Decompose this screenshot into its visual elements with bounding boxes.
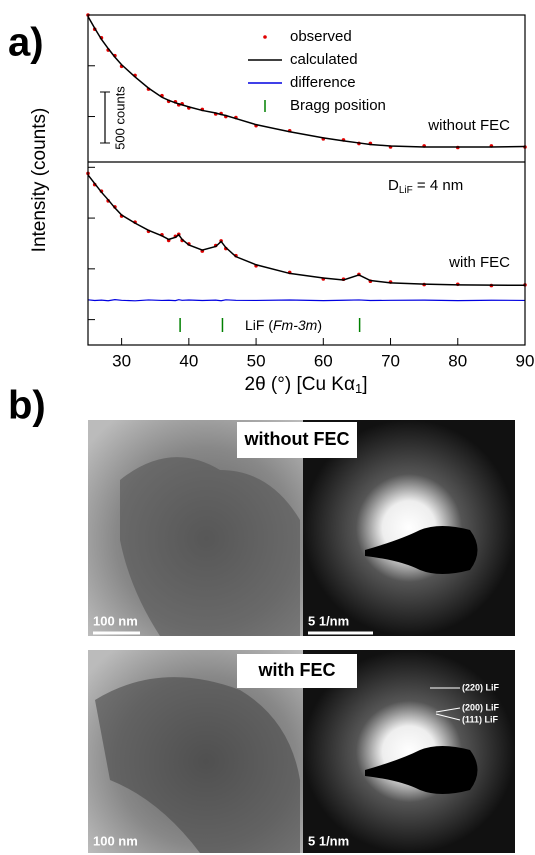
size-label-sub: LiF xyxy=(399,185,413,196)
line xyxy=(87,16,526,148)
legend-symbol xyxy=(263,35,267,39)
x-axis-label: 2θ (°) [Cu Kα1] xyxy=(245,374,368,396)
x-tick-label: 50 xyxy=(247,351,266,370)
plot: observed calculated difference Bragg positi… xyxy=(86,13,527,345)
ring-label: (111) LiF xyxy=(462,714,499,724)
panel-label: b) xyxy=(8,384,46,428)
ring-label: (220) LiF xyxy=(462,682,500,692)
bragg-label: LiF (Fm-3m) xyxy=(245,317,322,333)
bragg-label-main: LiF ( xyxy=(245,317,273,333)
ring-label: (200) LiF xyxy=(462,702,500,712)
title-box xyxy=(237,654,357,688)
size-label-main: D xyxy=(388,177,399,194)
size-label: DLiF = 4 nm xyxy=(388,177,463,196)
x-axis-label-main: 2θ (°) [Cu Kα xyxy=(245,374,355,395)
curve-label: with FEC xyxy=(448,254,510,271)
line xyxy=(87,174,526,287)
x-tick-label: 60 xyxy=(314,351,333,370)
image-title: with FEC xyxy=(258,660,336,680)
x-tick-label: 70 xyxy=(381,351,400,370)
panel-b-labels: without FEC 100 nm 5 1/nm with FEC 100 nm 5 1… xyxy=(93,429,500,849)
legend-label: calculated xyxy=(290,51,358,68)
bragg-label-italic: Fm-3m xyxy=(273,317,318,333)
legend-label: Bragg position xyxy=(290,97,386,114)
bragg-label-end: ) xyxy=(317,317,322,333)
curve-label: without FEC xyxy=(427,117,510,134)
scale-label: 100 nm xyxy=(93,833,138,848)
scale-bar-label: 500 counts xyxy=(112,86,127,150)
x-tick-label: 30 xyxy=(112,351,131,370)
ring-pointer xyxy=(435,713,461,721)
size-label-end: = 4 nm xyxy=(413,177,463,194)
x-tick-label: 90 xyxy=(516,351,535,370)
ring-pointer xyxy=(435,707,461,713)
x-tick-label: 80 xyxy=(448,351,467,370)
image-title: without FEC xyxy=(244,429,350,449)
scale-label: 100 nm xyxy=(93,613,138,628)
scale-label: 5 1/nm xyxy=(308,613,349,628)
beam-stop xyxy=(365,526,478,574)
line xyxy=(87,299,526,302)
tem-particle xyxy=(95,677,300,853)
plot-frame xyxy=(87,14,526,346)
x-axis-label-sub: 1 xyxy=(355,381,362,396)
tem-particle xyxy=(120,457,300,636)
panel-label: a) xyxy=(8,21,44,65)
beam-stop xyxy=(365,746,478,794)
x-axis-label-end: ] xyxy=(362,374,367,395)
scale-label: 5 1/nm xyxy=(308,833,349,848)
x-tick-label: 40 xyxy=(179,351,198,370)
legend-label: observed xyxy=(290,28,352,45)
y-axis-label: Intensity (counts) xyxy=(29,108,50,253)
title-box xyxy=(237,422,357,458)
legend-label: difference xyxy=(290,74,356,91)
